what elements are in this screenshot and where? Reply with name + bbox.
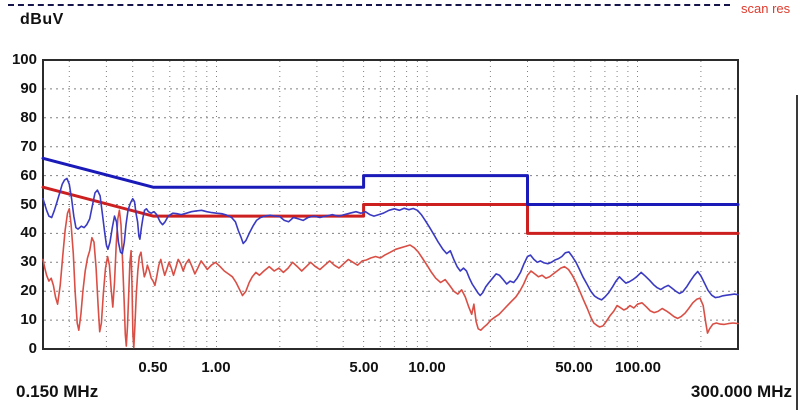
x-tick-label: 1.00	[201, 359, 231, 376]
y-tick-label: 50	[20, 196, 37, 213]
limit-avg-line	[41, 185, 740, 235]
legend-scan-result-label: scan res	[741, 1, 791, 16]
x-tick-label: 50.00	[555, 359, 593, 376]
x-axis-end-label: 300.000 MHz	[690, 382, 792, 401]
limit-qp-line	[41, 156, 740, 206]
x-tick-label: 0.50	[138, 359, 168, 376]
x-tick-label: 10.00	[408, 359, 446, 376]
x-tick-label: 5.00	[349, 359, 379, 376]
y-tick-label: 70	[20, 138, 37, 155]
y-axis-unit-label: dBuV	[20, 11, 64, 28]
y-tick-label: 80	[20, 109, 37, 126]
top-dashed-divider	[8, 4, 730, 6]
y-tick-label: 60	[20, 167, 37, 184]
x-tick-label: 100.00	[615, 359, 661, 376]
y-tick-label: 100	[11, 51, 37, 68]
y-tick-label: 20	[20, 282, 37, 299]
y-tick-label: 40	[20, 224, 37, 241]
x-axis-start-label: 0.150 MHz	[16, 382, 99, 401]
y-tick-label: 90	[20, 80, 37, 97]
y-tick-label: 30	[20, 253, 37, 270]
y-tick-label: 10	[20, 311, 37, 328]
y-tick-label: 0	[28, 340, 37, 357]
window-right-border	[796, 95, 798, 410]
scan-trace-blue-line	[42, 177, 739, 301]
